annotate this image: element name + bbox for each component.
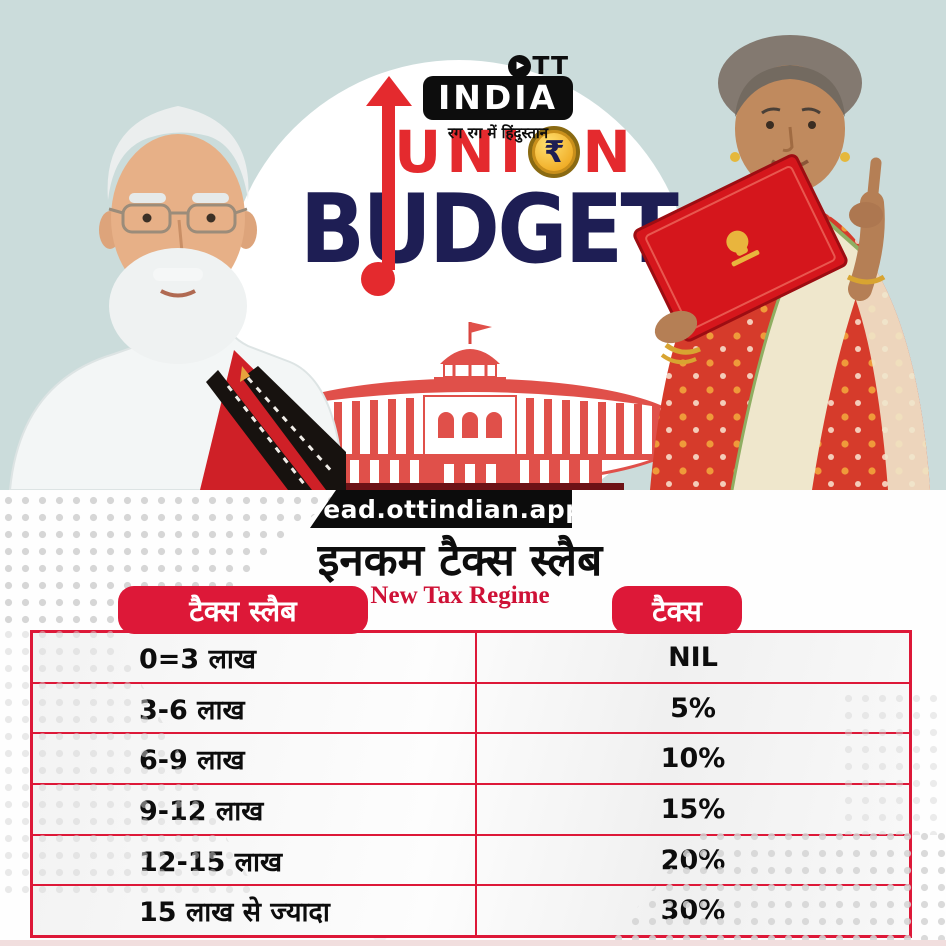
rupee-symbol: ₹ bbox=[543, 134, 565, 170]
slab-cell: 6-9 लाख bbox=[33, 734, 477, 784]
tax-cell: NIL bbox=[668, 641, 718, 673]
column-header-tax: टैक्स bbox=[612, 586, 742, 634]
table-row: 12-15 लाख 20% bbox=[33, 835, 909, 887]
union-text-pre: UNI bbox=[394, 118, 527, 186]
slab-cell: 12-15 लाख bbox=[33, 835, 477, 885]
bottom-edge-strip bbox=[0, 940, 946, 946]
logo-india-text: INDIA bbox=[423, 76, 573, 120]
photo-banner-section: ▶ TT INDIA रग रग में हिंदुस्तान UNI ₹ N BUD… bbox=[0, 0, 946, 490]
page-title: इनकम टैक्स स्लैब bbox=[317, 535, 603, 586]
subtitle: New Tax Regime bbox=[370, 582, 550, 609]
logo-ott-row: ▶ TT bbox=[423, 51, 573, 80]
union-text-post: N bbox=[582, 118, 636, 186]
slab-cell: 3-6 लाख bbox=[33, 683, 477, 733]
logo-ott-text: TT bbox=[532, 51, 569, 80]
tax-cell: 20% bbox=[660, 844, 726, 876]
logo-tagline: रग रग में हिंदुस्तान bbox=[447, 124, 549, 142]
play-icon: ▶ bbox=[508, 54, 532, 78]
slab-cell: 15 लाख से ज्यादा bbox=[33, 886, 477, 936]
tax-cell: 30% bbox=[660, 895, 726, 927]
table-row: 9-12 लाख 15% bbox=[33, 785, 909, 836]
sitharaman-photo bbox=[633, 35, 930, 490]
budget-title: BUDGET bbox=[299, 175, 679, 285]
tax-slab-table: 0=3 लाख NIL 3-6 लाख 5% 6-9 लाख 10% 9-12 … bbox=[30, 630, 912, 938]
table-row: 6-9 लाख 10% bbox=[33, 734, 909, 786]
growth-arrow-dot bbox=[361, 262, 395, 296]
slab-cell: 9-12 लाख bbox=[33, 785, 477, 834]
table-row: 0=3 लाख NIL bbox=[33, 633, 909, 684]
tax-cell: 5% bbox=[670, 692, 716, 724]
union-title: UNI ₹ N bbox=[330, 118, 700, 186]
modi-photo bbox=[8, 106, 346, 490]
tax-cell: 15% bbox=[660, 793, 726, 825]
table-row: 15 लाख से ज्यादा 30% bbox=[33, 886, 909, 936]
parliament-illustration bbox=[250, 322, 690, 490]
tax-slab-panel: read.ottindian.app इनकम टैक्स स्लैब New … bbox=[0, 490, 946, 946]
growth-arrow-shaft bbox=[382, 102, 395, 270]
slab-cell: 0=3 लाख bbox=[33, 633, 477, 682]
website-url: read.ottindian.app bbox=[310, 494, 584, 524]
table-row: 3-6 लाख 5% bbox=[33, 683, 909, 735]
column-header-slab: टैक्स स्लैब bbox=[118, 586, 368, 634]
ott-india-logo: ▶ TT INDIA रग रग में हिंदुस्तान bbox=[423, 51, 573, 143]
website-banner: read.ottindian.app bbox=[310, 490, 572, 528]
tax-cell: 10% bbox=[660, 743, 726, 775]
rupee-coin-icon: ₹ bbox=[528, 126, 581, 178]
growth-arrow-icon bbox=[366, 76, 412, 106]
